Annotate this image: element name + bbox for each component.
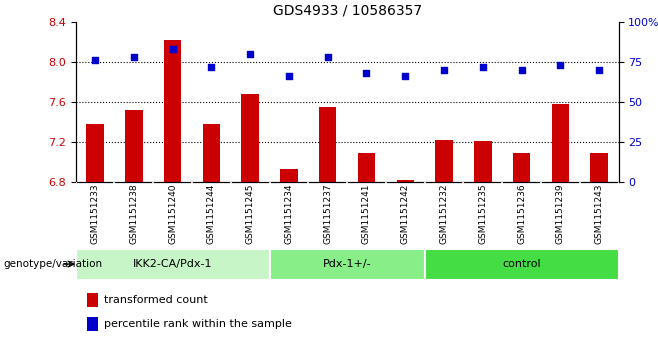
Point [439,67,449,73]
Title: GDS4933 / 10586357: GDS4933 / 10586357 [272,4,422,18]
Text: GSM1151238: GSM1151238 [130,184,138,244]
Text: GSM1151234: GSM1151234 [284,184,293,244]
Point [400,73,411,79]
Point [361,70,372,76]
Text: GSM1151237: GSM1151237 [323,184,332,244]
Bar [358,152,375,182]
Point [555,62,566,68]
Bar [319,107,336,182]
Text: GSM1151235: GSM1151235 [478,184,488,244]
Point [284,73,294,79]
Bar [397,179,414,182]
Point [594,67,605,73]
Bar [513,152,530,182]
Bar [76,249,270,280]
Text: control: control [502,259,541,269]
Bar [590,152,608,182]
Text: GSM1151240: GSM1151240 [168,184,177,244]
Bar [241,94,259,182]
Text: GSM1151233: GSM1151233 [91,184,99,244]
Point [206,64,216,69]
Text: IKK2-CA/Pdx-1: IKK2-CA/Pdx-1 [133,259,213,269]
Bar [87,293,99,307]
Text: GSM1151241: GSM1151241 [362,184,371,244]
Bar [87,317,99,331]
Point [128,54,139,60]
Text: GSM1151236: GSM1151236 [517,184,526,244]
Point [478,64,488,69]
Text: percentile rank within the sample: percentile rank within the sample [104,319,291,329]
Bar [203,123,220,182]
Text: GSM1151244: GSM1151244 [207,184,216,244]
Bar [474,140,492,182]
Bar [270,249,424,280]
Text: Pdx-1+/-: Pdx-1+/- [323,259,371,269]
Point [167,46,178,52]
Bar [551,104,569,182]
Text: GSM1151245: GSM1151245 [245,184,255,244]
Bar [164,40,182,182]
Point [89,57,100,63]
Text: GSM1151239: GSM1151239 [556,184,565,244]
Text: GSM1151232: GSM1151232 [440,184,449,244]
Text: GSM1151242: GSM1151242 [401,184,410,244]
Bar [424,249,619,280]
Bar [280,168,297,182]
Point [517,67,527,73]
Text: genotype/variation: genotype/variation [3,259,103,269]
Bar [436,140,453,182]
Bar [86,123,104,182]
Text: transformed count: transformed count [104,295,208,305]
Point [322,54,333,60]
Text: GSM1151243: GSM1151243 [595,184,603,244]
Bar [125,110,143,182]
Point [245,51,255,57]
